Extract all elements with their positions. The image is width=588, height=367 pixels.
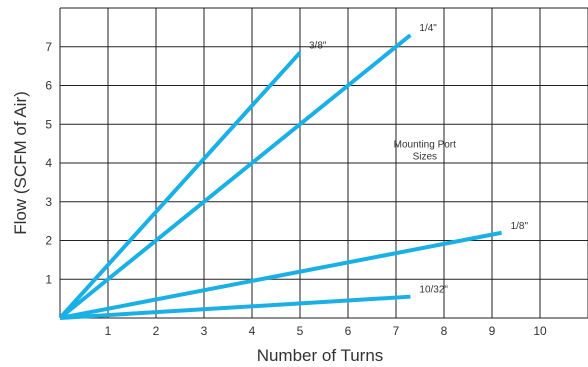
x-tick-label: 4 bbox=[249, 324, 256, 338]
y-tick-label: 3 bbox=[45, 195, 52, 209]
y-tick-label: 4 bbox=[45, 156, 52, 170]
series-labels: 3/8" 1/4" 1/8" 10/32" bbox=[309, 23, 529, 296]
grid bbox=[59, 7, 588, 319]
x-tick-label: 10 bbox=[533, 324, 547, 338]
y-tick-labels: 1 2 3 4 5 6 7 bbox=[45, 40, 52, 287]
x-tick-label: 6 bbox=[345, 324, 352, 338]
series-label: 1/8" bbox=[511, 221, 529, 232]
x-tick-label: 1 bbox=[105, 324, 112, 338]
series-label: 3/8" bbox=[309, 41, 327, 52]
x-tick-label: 5 bbox=[297, 324, 304, 338]
y-tick-label: 7 bbox=[45, 40, 52, 54]
series-line bbox=[59, 294, 411, 320]
y-tick-label: 5 bbox=[45, 117, 52, 131]
x-tick-label: 9 bbox=[489, 324, 496, 338]
y-tick-label: 1 bbox=[45, 272, 52, 286]
series-line bbox=[58, 33, 412, 320]
series-lines bbox=[58, 33, 502, 320]
x-tick-label: 3 bbox=[201, 324, 208, 338]
series-label: 1/4" bbox=[419, 23, 437, 34]
annotation-line-1: Mounting Port bbox=[394, 140, 456, 151]
y-tick-label: 6 bbox=[45, 79, 52, 93]
y-tick-label: 2 bbox=[45, 234, 52, 248]
annotation-line-2: Sizes bbox=[413, 152, 437, 163]
y-axis-title: Flow (SCFM of Air) bbox=[11, 91, 30, 235]
x-tick-label: 7 bbox=[393, 324, 400, 338]
x-tick-label: 8 bbox=[441, 324, 448, 338]
x-tick-label: 2 bbox=[153, 324, 160, 338]
series-line bbox=[59, 230, 502, 320]
x-tick-labels: 1 2 3 4 5 6 7 8 9 10 bbox=[105, 324, 547, 338]
series-label: 10/32" bbox=[419, 285, 448, 296]
x-axis-title: Number of Turns bbox=[257, 346, 384, 365]
series-line bbox=[58, 51, 302, 320]
